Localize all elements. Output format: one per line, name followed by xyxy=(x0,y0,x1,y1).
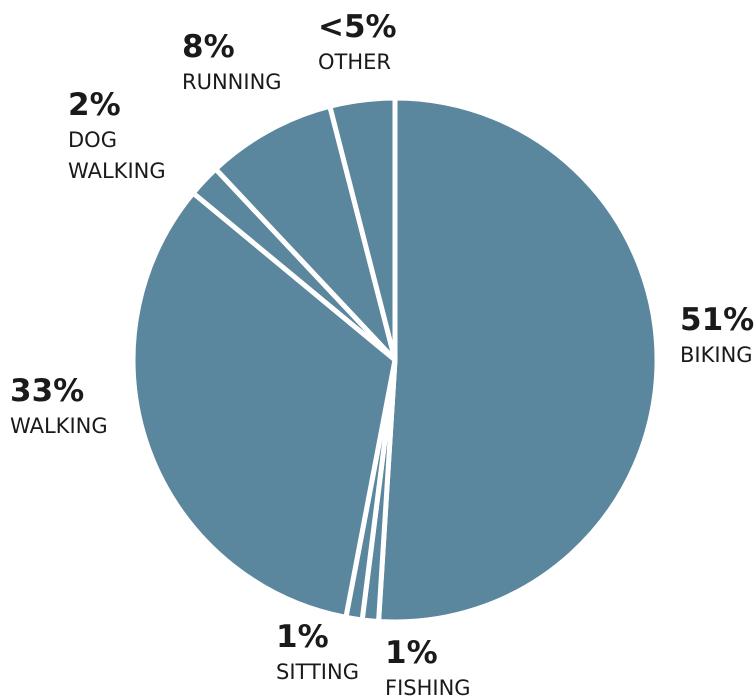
slice-name-line: RUNNING xyxy=(182,70,282,94)
slices-layer xyxy=(130,95,660,625)
slice-pct-label: <5% xyxy=(318,9,397,45)
slice-label-fishing: 1% FISHING xyxy=(385,635,471,696)
slice-name-line: BIKING xyxy=(680,343,753,367)
slice-name-line: OTHER xyxy=(318,50,391,74)
slice-name-line: WALKING xyxy=(10,414,108,438)
slice-label-walking: 33% WALKING xyxy=(10,373,108,438)
slice-name-line: FISHING xyxy=(385,676,471,696)
slice-label-running: 8% RUNNING xyxy=(182,29,282,94)
slice-name-label: RUNNING xyxy=(182,70,282,94)
slice-label-sitting: 1% SITTING xyxy=(276,619,359,684)
slice-name-label: SITTING xyxy=(276,660,359,684)
slice-label-biking: 51% BIKING xyxy=(680,302,754,367)
slice-label-other: <5% OTHER xyxy=(318,9,397,74)
pie-slice-walking xyxy=(130,189,398,621)
pie-slice-biking xyxy=(375,95,660,625)
slice-label-dog-walking: 2% DOG WALKING xyxy=(68,87,166,183)
slice-pct-label: 2% xyxy=(68,87,121,123)
labels-layer: 51% BIKING 1% FISHING 1% SITTING 33% WALKING 2% D… xyxy=(10,9,754,696)
slice-name-line: WALKING xyxy=(68,159,166,183)
pie-slice-other xyxy=(326,95,398,361)
slice-name-line: SITTING xyxy=(276,660,359,684)
slice-name-line: DOG xyxy=(68,128,117,152)
slice-name-label: FISHING xyxy=(385,676,471,696)
slice-pct-label: 33% xyxy=(10,373,84,409)
slice-pct-label: 8% xyxy=(182,29,235,65)
slice-pct-label: 51% xyxy=(680,302,754,338)
pie-slice-running xyxy=(212,103,398,362)
slice-name-label: WALKING xyxy=(10,414,108,438)
slice-pct-label: 1% xyxy=(385,635,438,671)
slice-name-label: OTHER xyxy=(318,50,391,74)
slice-name-label: BIKING xyxy=(680,343,753,367)
slice-name-label: DOG WALKING xyxy=(68,128,166,183)
slice-pct-label: 1% xyxy=(276,619,329,655)
